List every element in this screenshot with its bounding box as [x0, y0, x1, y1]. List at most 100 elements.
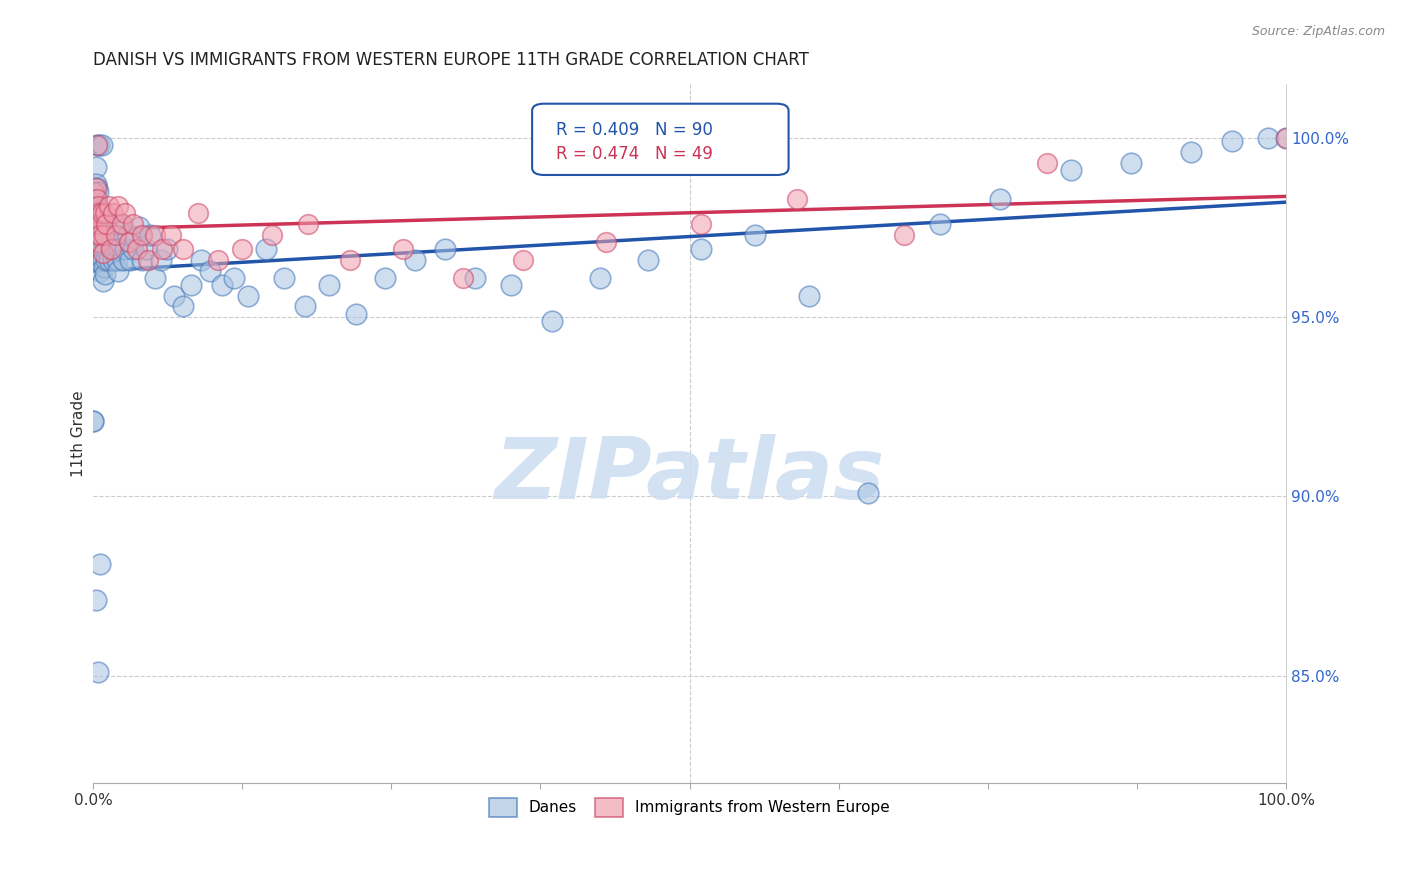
Point	[87, 185, 110, 199]
FancyBboxPatch shape	[531, 103, 789, 175]
Point	[127, 242, 149, 256]
Point	[262, 227, 284, 242]
Point	[98, 238, 121, 252]
Point	[93, 260, 115, 274]
Point	[180, 277, 202, 292]
Point	[104, 227, 127, 242]
Point	[86, 220, 108, 235]
Point	[86, 138, 108, 153]
Point	[318, 277, 340, 292]
Text: ZIPatlas: ZIPatlas	[495, 434, 884, 517]
Point	[541, 314, 564, 328]
Point	[512, 252, 534, 267]
Point	[111, 252, 134, 267]
Point	[87, 235, 110, 249]
Point	[374, 270, 396, 285]
Point	[100, 242, 122, 256]
Point	[117, 227, 139, 242]
Point	[159, 227, 181, 242]
Point	[1180, 145, 1202, 160]
Point	[464, 270, 486, 285]
Point	[82, 414, 104, 428]
Point	[89, 558, 111, 572]
Point	[1060, 163, 1083, 178]
Point	[589, 270, 612, 285]
Point	[344, 306, 367, 320]
Point	[84, 181, 107, 195]
Point	[89, 217, 111, 231]
Point	[120, 252, 142, 267]
Point	[131, 252, 153, 267]
Point	[108, 242, 131, 256]
Point	[339, 252, 361, 267]
Point	[82, 414, 104, 428]
Point	[124, 231, 146, 245]
Point	[93, 227, 115, 242]
Point	[1119, 156, 1142, 170]
Point	[90, 231, 112, 245]
Point	[294, 299, 316, 313]
Point	[103, 206, 125, 220]
Point	[105, 252, 128, 267]
Point	[86, 192, 108, 206]
Point	[273, 270, 295, 285]
Point	[97, 199, 120, 213]
Point	[172, 242, 194, 256]
Point	[104, 217, 127, 231]
Point	[139, 227, 162, 242]
Point	[156, 242, 179, 256]
Point	[1275, 131, 1298, 145]
Point	[404, 252, 426, 267]
Point	[434, 242, 457, 256]
Point	[87, 199, 110, 213]
Point	[93, 235, 115, 249]
Point	[96, 227, 118, 242]
Point	[87, 202, 110, 217]
Point	[163, 288, 186, 302]
Point	[103, 252, 125, 267]
Point	[84, 195, 107, 210]
Point	[104, 242, 127, 256]
Point	[114, 206, 136, 220]
Point	[118, 235, 141, 249]
Point	[1257, 131, 1279, 145]
Point	[211, 277, 233, 292]
Point	[91, 245, 114, 260]
Point	[150, 242, 173, 256]
Point	[90, 138, 112, 153]
Point	[190, 252, 212, 267]
Point	[90, 242, 112, 256]
Point	[107, 263, 129, 277]
Point	[121, 242, 143, 256]
Legend: Danes, Immigrants from Western Europe: Danes, Immigrants from Western Europe	[481, 790, 897, 824]
Text: DANISH VS IMMIGRANTS FROM WESTERN EUROPE 11TH GRADE CORRELATION CHART: DANISH VS IMMIGRANTS FROM WESTERN EUROPE…	[93, 51, 808, 69]
Point	[94, 267, 117, 281]
Point	[128, 220, 150, 235]
Point	[97, 252, 120, 267]
Point	[207, 252, 229, 267]
Point	[86, 181, 108, 195]
Point	[101, 227, 124, 242]
Point	[89, 263, 111, 277]
Point	[451, 270, 474, 285]
Point	[797, 288, 820, 302]
Point	[83, 213, 105, 227]
Point	[89, 138, 111, 153]
Point	[858, 485, 880, 500]
Point	[86, 210, 108, 224]
Point	[89, 224, 111, 238]
Point	[595, 235, 617, 249]
Point	[107, 199, 129, 213]
Point	[90, 206, 112, 220]
Point	[231, 242, 253, 256]
Point	[87, 665, 110, 679]
Point	[114, 242, 136, 256]
Point	[1220, 135, 1243, 149]
Point	[131, 227, 153, 242]
Point	[83, 185, 105, 199]
Point	[89, 206, 111, 220]
Point	[135, 242, 157, 256]
Point	[297, 217, 319, 231]
Point	[786, 192, 808, 206]
Point	[91, 252, 114, 267]
